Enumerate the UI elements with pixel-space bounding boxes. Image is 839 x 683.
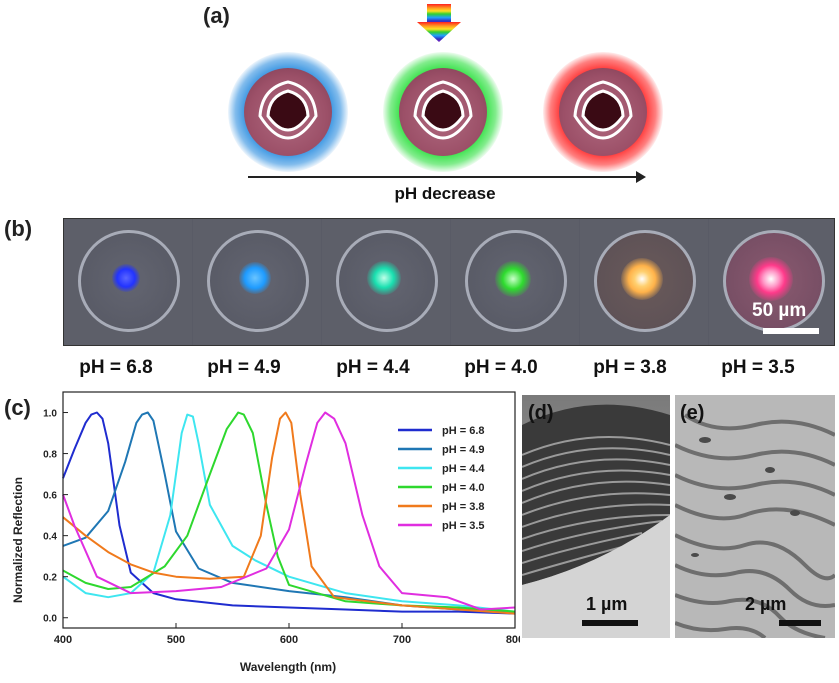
reflection-spot (112, 264, 140, 292)
series-line (62, 411, 516, 613)
x-tick-label: 700 (393, 634, 411, 646)
scale-bar-label-e: 2 µm (745, 594, 787, 614)
panel-c-label: (c) (4, 395, 31, 420)
y-tick-label: 0.6 (43, 491, 57, 502)
panel-d-label: (d) (528, 402, 554, 424)
y-tick-label: 1.0 (43, 409, 57, 420)
ph-label-1: pH = 6.8 (79, 357, 153, 378)
reflection-spectra-chart: 400 500 600 700 800 0.0 0.2 0.4 0.6 0.8 1.0 pH = 6… (11, 391, 520, 674)
micrograph-cell (580, 219, 708, 345)
x-tick-label: 600 (280, 634, 298, 646)
micrograph-cell (64, 219, 192, 345)
ph-label-2: pH = 4.9 (207, 357, 281, 378)
y-tick-label: 0.2 (43, 573, 57, 584)
ph-decrease-label: pH decrease (394, 184, 496, 203)
panel-b-label: (b) (4, 216, 33, 241)
micrograph-cell (193, 219, 321, 345)
scale-bar-label-b: 50 µm (752, 300, 807, 321)
scale-bar-d (582, 620, 638, 626)
legend-entry: pH = 4.9 (442, 444, 485, 456)
tem-image-d (522, 395, 670, 638)
reflection-spot (495, 261, 531, 297)
reflection-spot (367, 261, 401, 295)
x-tick-label: 800 (506, 634, 520, 646)
micrograph-cell (322, 219, 450, 345)
sphere-green (383, 52, 503, 172)
legend-entry: pH = 3.8 (442, 501, 485, 513)
series-line (62, 411, 516, 615)
legend-entry: pH = 4.4 (442, 463, 485, 475)
series-line (62, 413, 516, 613)
reflection-spot (749, 257, 793, 301)
scale-bar-label-d: 1 µm (586, 594, 628, 614)
reflector-triangle-icon (258, 80, 318, 140)
y-tick-label: 0.8 (43, 450, 57, 461)
y-tick-label: 0.4 (43, 532, 57, 543)
ph-label-6: pH = 3.5 (721, 357, 795, 378)
ph-label-3: pH = 4.4 (336, 357, 410, 378)
reflection-spot (239, 262, 271, 294)
sphere-red (543, 52, 663, 172)
sphere-blue (228, 52, 348, 172)
panel-e-label: (e) (680, 402, 705, 424)
arrow-head-icon (636, 171, 646, 183)
reflector-triangle-icon (413, 80, 473, 140)
x-axis-label: Wavelength (nm) (240, 660, 336, 674)
y-axis-label: Normalized Reflection (11, 477, 25, 603)
tem-image-e (675, 395, 835, 638)
ph-label-5: pH = 3.8 (593, 357, 667, 378)
ph-decrease-arrow (248, 176, 640, 178)
ph-label-4: pH = 4.0 (464, 357, 538, 378)
x-tick-label: 500 (167, 634, 185, 646)
micrograph-cell (451, 219, 579, 345)
micrograph-strip (63, 218, 835, 346)
legend-entry: pH = 3.5 (442, 520, 485, 532)
panel-a-label: (a) (203, 3, 230, 28)
series-line (62, 411, 516, 611)
y-tick-label: 0.0 (43, 614, 57, 625)
reflection-spot (621, 258, 663, 300)
scale-bar-e (779, 620, 821, 626)
micrograph-cell (709, 219, 834, 345)
scale-bar-b (763, 328, 819, 334)
series-line (62, 411, 516, 615)
incident-light-arrow-icon (417, 4, 461, 42)
reflector-triangle-icon (573, 80, 633, 140)
legend-entry: pH = 6.8 (442, 425, 485, 437)
x-tick-label: 400 (54, 634, 72, 646)
legend-entry: pH = 4.0 (442, 482, 485, 494)
